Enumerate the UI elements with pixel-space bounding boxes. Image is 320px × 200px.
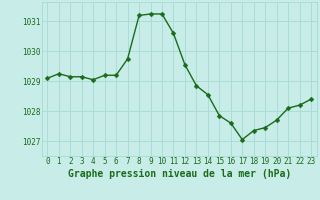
X-axis label: Graphe pression niveau de la mer (hPa): Graphe pression niveau de la mer (hPa) [68, 169, 291, 179]
